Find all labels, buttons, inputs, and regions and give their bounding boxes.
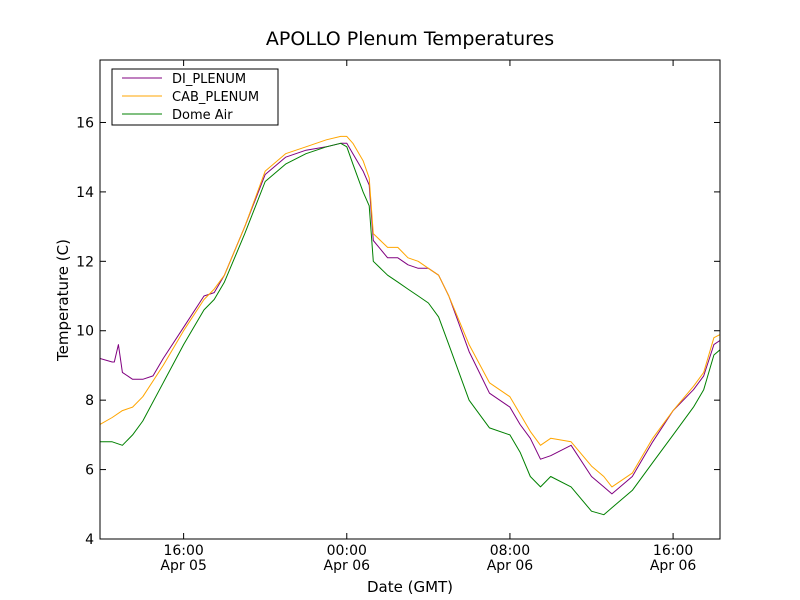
legend-label: Dome Air	[172, 108, 233, 123]
y-tick-label: 16	[76, 115, 94, 131]
y-tick-label: 8	[85, 393, 94, 409]
legend: DI_PLENUM CAB_PLENUM Dome Air	[111, 68, 279, 126]
plot-frame	[99, 59, 721, 540]
x-tick-label-date: Apr 05	[160, 558, 206, 574]
x-tick-label-time: 16:00	[163, 543, 203, 559]
y-tick-label: 4	[85, 532, 94, 548]
x-tick-label-time: 16:00	[653, 543, 693, 559]
x-tick-label-time: 08:00	[490, 543, 530, 559]
series-group	[100, 135, 720, 516]
y-axis-label: Temperature (C)	[54, 239, 72, 362]
y-tick-label: 10	[76, 324, 94, 340]
x-tick-label-date: Apr 06	[487, 558, 534, 574]
x-tick-label-time: 00:00	[327, 543, 367, 559]
y-tick-label: 6	[85, 463, 94, 479]
x-tick-label-date: Apr 06	[650, 558, 697, 574]
x-tick-label-date: Apr 06	[324, 558, 371, 574]
chart-title: APOLLO Plenum Temperatures	[266, 28, 554, 50]
series-line-cab-plenum	[100, 135, 720, 488]
y-tick-label: 12	[76, 254, 94, 270]
series-line-di-plenum	[100, 142, 720, 495]
legend-label: CAB_PLENUM	[172, 90, 259, 105]
y-tick-label: 14	[76, 185, 94, 201]
x-axis-label: Date (GMT)	[367, 578, 453, 596]
y-axis: 4 6 8 10 12 14 16	[76, 115, 720, 548]
series-line-dome-air	[100, 142, 720, 516]
legend-label: DI_PLENUM	[172, 72, 246, 87]
